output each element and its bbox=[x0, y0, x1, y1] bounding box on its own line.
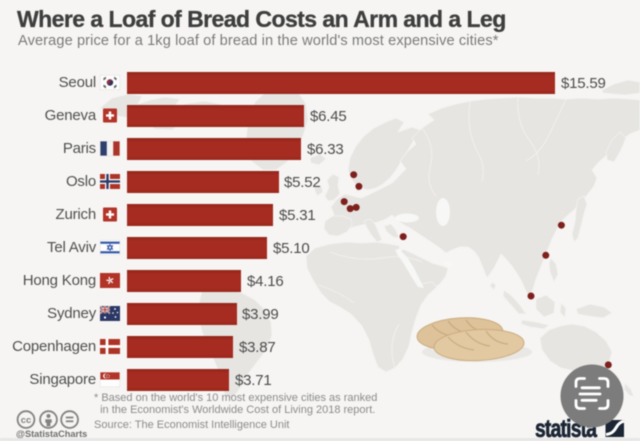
svg-text:cc: cc bbox=[21, 415, 32, 426]
